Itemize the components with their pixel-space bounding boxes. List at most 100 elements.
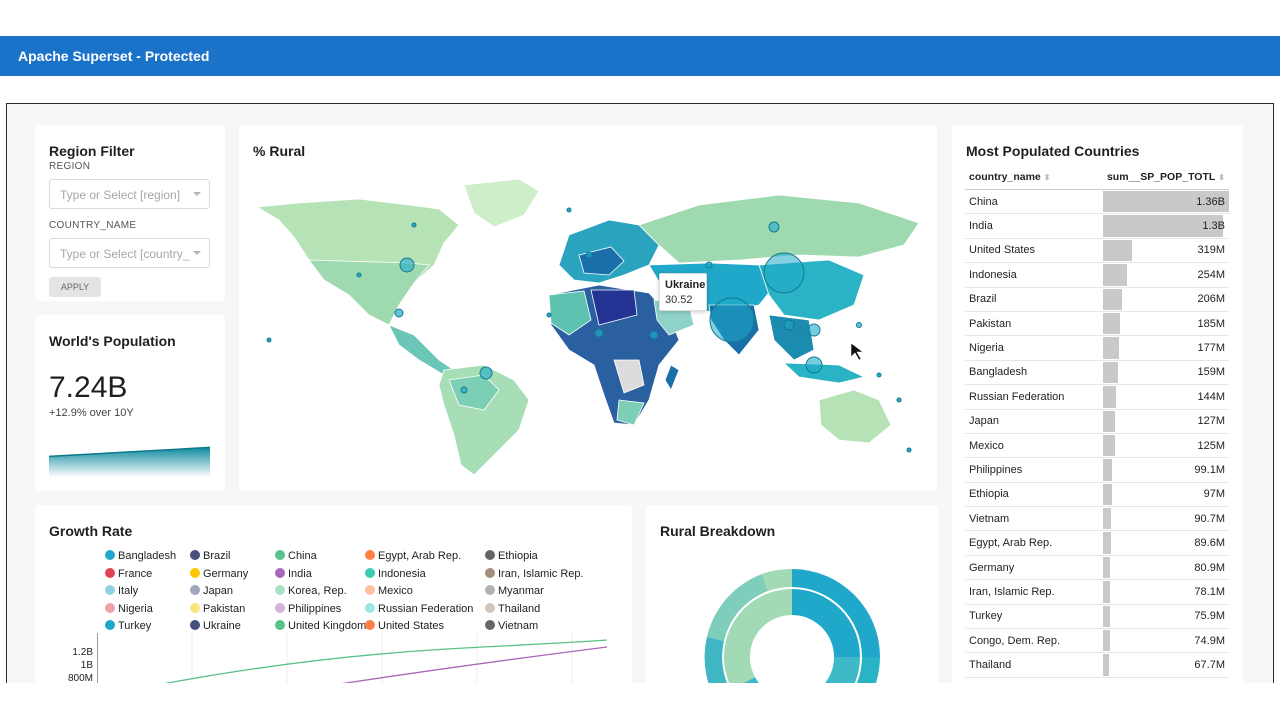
sunburst-segment[interactable]: [792, 569, 880, 657]
legend-item[interactable]: Egypt, Arab Rep.: [365, 550, 461, 562]
small-bubble[interactable]: [566, 207, 572, 213]
legend-dot-icon: [365, 585, 375, 595]
table-row[interactable]: India 1.3B: [965, 213, 1229, 239]
table-row[interactable]: Egypt, Arab Rep. 89.6M: [965, 530, 1229, 556]
usa-region[interactable]: [308, 259, 430, 326]
table-row[interactable]: Thailand 67.7M: [965, 652, 1229, 678]
small-bubble[interactable]: [906, 447, 912, 453]
sunburst-segment[interactable]: [824, 657, 880, 683]
col-country-header[interactable]: country_name ⬍: [965, 165, 1103, 190]
table-row[interactable]: Japan 127M: [965, 409, 1229, 434]
table-row[interactable]: Vietnam 90.7M: [965, 506, 1229, 532]
central-america-region[interactable]: [388, 324, 455, 376]
legend-item[interactable]: Nigeria: [105, 602, 153, 615]
greenland-region[interactable]: [463, 178, 540, 228]
legend-item[interactable]: Thailand: [485, 602, 540, 615]
value-text: 177M: [1197, 342, 1225, 355]
sunburst-chart[interactable]: [702, 567, 882, 683]
legend-item[interactable]: Myanmar: [485, 585, 544, 597]
sunburst-segment[interactable]: [762, 568, 792, 591]
legend-dot-icon: [485, 567, 495, 578]
legend-item[interactable]: Italy: [105, 585, 138, 597]
small-bubble[interactable]: [546, 312, 552, 318]
world-map[interactable]: [239, 165, 937, 485]
peru-bubble[interactable]: [460, 386, 468, 394]
no-data-region[interactable]: [613, 359, 645, 394]
small-bubble[interactable]: [411, 222, 417, 228]
legend-item[interactable]: Brazil: [190, 550, 231, 562]
south-africa-region[interactable]: [616, 399, 645, 426]
legend-item[interactable]: Germany: [190, 567, 248, 580]
legend-item[interactable]: France: [105, 567, 152, 580]
andes-region[interactable]: [448, 374, 500, 411]
north-africa-region[interactable]: [548, 290, 592, 336]
sunburst-inner-segment[interactable]: [792, 589, 860, 657]
legend-item[interactable]: Pakistan: [190, 602, 245, 615]
legend-label: Ukraine: [203, 620, 241, 632]
region-select[interactable]: Type or Select [region]: [49, 179, 210, 209]
legend-item[interactable]: Mexico: [365, 585, 413, 597]
madagascar-region[interactable]: [664, 364, 680, 391]
sunburst-segment[interactable]: [707, 574, 768, 641]
indonesia-region[interactable]: [782, 362, 866, 384]
china-bubble[interactable]: [763, 252, 805, 294]
small-bubble[interactable]: [356, 272, 362, 278]
legend-item[interactable]: China: [275, 550, 317, 562]
legend-item[interactable]: Ethiopia: [485, 550, 538, 562]
legend-item[interactable]: Iran, Islamic Rep.: [485, 567, 584, 580]
japan-bubble[interactable]: [856, 322, 862, 328]
nigeria-bubble[interactable]: [594, 328, 604, 338]
bangladesh-bubble[interactable]: [783, 319, 795, 331]
mexico-bubble[interactable]: [394, 308, 404, 318]
legend-item[interactable]: United States: [365, 620, 444, 632]
legend-item[interactable]: Japan: [190, 585, 233, 597]
legend-item[interactable]: Bangladesh: [105, 550, 176, 562]
small-bubble[interactable]: [896, 397, 902, 403]
table-row[interactable]: Germany 80.9M: [965, 555, 1229, 581]
legend-item[interactable]: Ukraine: [190, 620, 241, 632]
germany-bubble[interactable]: [585, 251, 593, 259]
table-row[interactable]: Indonesia 254M: [965, 262, 1229, 288]
table-row[interactable]: Ethiopia 97M: [965, 482, 1229, 508]
table-row[interactable]: Mexico 125M: [965, 433, 1229, 459]
table-row[interactable]: China 1.36B: [965, 189, 1229, 215]
indonesia-bubble[interactable]: [805, 356, 823, 374]
legend-item[interactable]: Turkey: [105, 620, 151, 632]
legend-dot-icon: [365, 567, 375, 578]
col-value-header[interactable]: sum__SP_POP_TOTL ⬍: [1102, 165, 1229, 190]
table-row[interactable]: Brazil 206M: [965, 287, 1229, 312]
country-select[interactable]: Type or Select [country_name]: [49, 238, 210, 268]
table-row[interactable]: Russian Federation 144M: [965, 384, 1229, 410]
australia-region[interactable]: [818, 389, 892, 444]
table-row[interactable]: Philippines 99.1M: [965, 457, 1229, 483]
legend-item[interactable]: United Kingdom: [275, 620, 366, 632]
table-row[interactable]: Iran, Islamic Rep. 78.1M: [965, 579, 1229, 605]
legend-item[interactable]: Korea, Rep.: [275, 585, 347, 597]
philippines-bubble[interactable]: [807, 323, 821, 337]
usa-bubble[interactable]: [399, 257, 415, 273]
legend-item[interactable]: Indonesia: [365, 567, 426, 580]
legend-item[interactable]: India: [275, 567, 312, 580]
russia-bubble[interactable]: [768, 221, 780, 233]
se-asia-region[interactable]: [768, 314, 815, 361]
ethiopia-bubble[interactable]: [649, 330, 659, 340]
table-row[interactable]: United States 319M: [965, 238, 1229, 264]
pakistan-bubble[interactable]: [705, 261, 713, 269]
brazil-bubble[interactable]: [479, 366, 493, 380]
sunburst-inner-segment[interactable]: [732, 657, 860, 683]
sahel-region[interactable]: [590, 289, 638, 326]
sunburst-segment[interactable]: [704, 637, 736, 683]
table-row[interactable]: Bangladesh 159M: [965, 360, 1229, 386]
india-bubble[interactable]: [709, 297, 755, 343]
table-row[interactable]: Pakistan 185M: [965, 311, 1229, 337]
legend-item[interactable]: Philippines: [275, 602, 341, 615]
legend-item[interactable]: Russian Federation: [365, 602, 473, 615]
table-row[interactable]: Turkey 75.9M: [965, 604, 1229, 630]
table-row[interactable]: Congo, Dem. Rep. 74.9M: [965, 628, 1229, 654]
apply-button[interactable]: APPLY: [49, 277, 101, 297]
small-bubble[interactable]: [266, 337, 272, 343]
sunburst-inner-segment[interactable]: [724, 589, 792, 683]
small-bubble[interactable]: [876, 372, 882, 378]
table-row[interactable]: Nigeria 177M: [965, 335, 1229, 361]
legend-item[interactable]: Vietnam: [485, 620, 538, 632]
